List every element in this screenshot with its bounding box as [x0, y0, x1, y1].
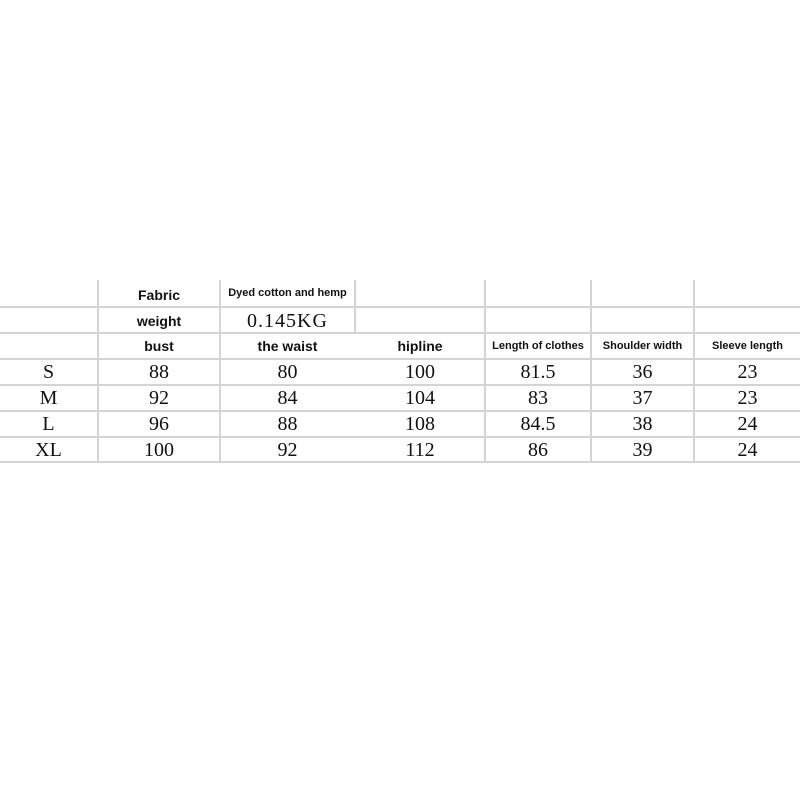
table-cell: 81.5 — [520, 361, 556, 383]
table-cell: 88 — [277, 413, 298, 435]
table-cell: 23 — [737, 387, 758, 409]
grid-line — [0, 410, 800, 412]
column-header: Shoulder width — [602, 340, 683, 352]
grid-line — [484, 280, 486, 462]
grid-line — [0, 306, 800, 308]
weight-value: 0.145KG — [247, 310, 328, 332]
column-header: the waist — [257, 338, 318, 354]
column-header: hipline — [397, 338, 443, 354]
grid-line — [0, 358, 800, 360]
table-cell: 100 — [144, 439, 174, 461]
size-label: L — [42, 413, 55, 435]
column-header: Sleeve length — [712, 340, 783, 352]
size-label: S — [42, 361, 55, 383]
table-cell: 100 — [405, 361, 435, 383]
table-cell: 88 — [149, 361, 169, 383]
table-cell: 37 — [632, 387, 653, 409]
table-cell: 84.5 — [520, 413, 556, 435]
table-cell: 83 — [528, 387, 548, 409]
table-cell: 108 — [405, 413, 435, 435]
grid-line — [219, 280, 221, 462]
grid-line — [0, 436, 800, 438]
table-cell: 92 — [277, 439, 298, 461]
table-cell: 80 — [277, 361, 298, 383]
size-label: M — [39, 387, 58, 409]
grid-line — [590, 280, 592, 462]
table-cell: 112 — [405, 439, 435, 461]
size-label: XL — [35, 439, 62, 461]
table-cell: 24 — [737, 413, 758, 435]
fabric-label: Fabric — [137, 287, 180, 303]
column-header: bust — [144, 338, 174, 354]
table-cell: 24 — [737, 439, 758, 461]
size-chart-table: Fabric Dyed cotton and hemp weight 0.145… — [0, 280, 800, 463]
grid-line — [0, 332, 800, 334]
table-cell: 96 — [149, 413, 169, 435]
grid-line — [693, 280, 695, 462]
weight-label: weight — [136, 313, 182, 329]
fabric-value: Dyed cotton and hemp — [228, 287, 347, 299]
grid-line — [0, 461, 800, 463]
grid-line — [354, 280, 356, 332]
table-cell: 92 — [149, 387, 169, 409]
table-cell: 86 — [528, 439, 548, 461]
table-cell: 38 — [632, 413, 653, 435]
grid-line — [0, 384, 800, 386]
table-cell: 39 — [632, 439, 653, 461]
table-cell: 23 — [737, 361, 758, 383]
table-cell: 36 — [632, 361, 653, 383]
table-cell: 104 — [405, 387, 435, 409]
column-header: Length of clothes — [492, 340, 584, 352]
table-cell: 84 — [277, 387, 298, 409]
grid-line — [97, 280, 99, 462]
